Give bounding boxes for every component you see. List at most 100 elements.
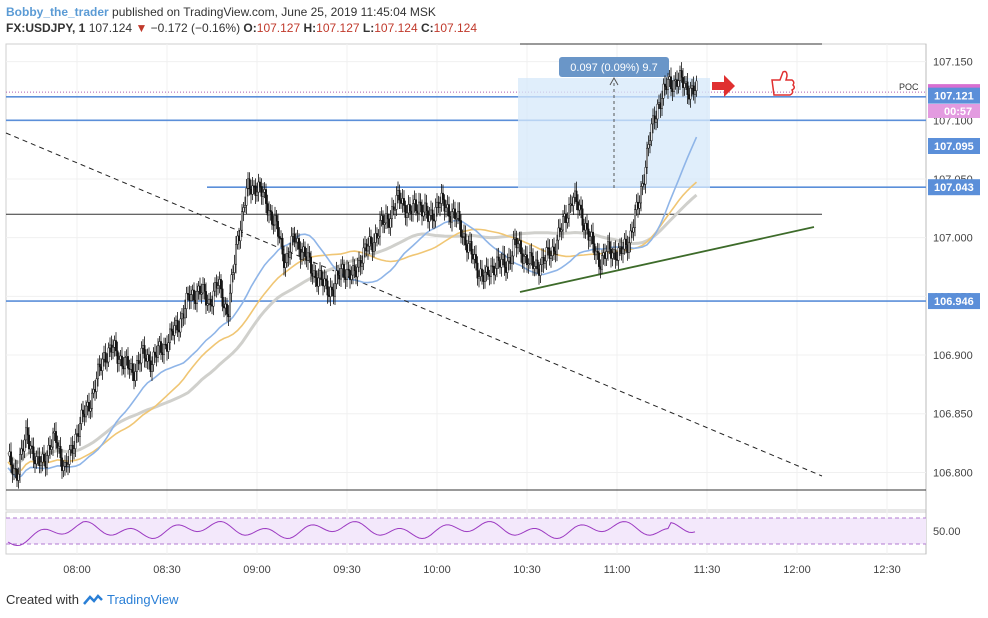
high-value: 107.127 [316, 21, 360, 35]
candle-body [377, 235, 380, 239]
candle-body [634, 209, 636, 228]
candle-body [458, 210, 461, 221]
price-label: 107.095 [934, 141, 974, 153]
candle-body [361, 262, 363, 267]
candle-body [431, 209, 434, 220]
publish-line: Bobby_the_trader published on TradingVie… [6, 4, 477, 20]
candle-body [148, 354, 150, 361]
candle-body [695, 80, 698, 91]
candle-body [616, 259, 618, 261]
candle-body [85, 405, 87, 418]
candle-body [19, 454, 21, 475]
candle-body [440, 192, 443, 204]
candle-body [670, 76, 672, 90]
candle-body [154, 351, 156, 356]
candle-body [601, 255, 603, 270]
y-tick-label: 107.150 [933, 57, 973, 69]
candle-body [290, 235, 293, 253]
candle-body [643, 183, 645, 185]
ascending-trendline [519, 226, 815, 293]
main-pane[interactable] [5, 43, 927, 511]
candle-body [592, 231, 594, 245]
candle-body [466, 244, 468, 253]
candle-body [25, 427, 27, 441]
candle-body [572, 197, 575, 206]
candle-body [569, 203, 572, 206]
candle-body [421, 204, 423, 217]
candle-body [385, 213, 387, 224]
candle-body [568, 204, 570, 219]
candle-body [322, 279, 324, 287]
candle-body [250, 188, 252, 195]
candle-body [476, 262, 479, 279]
candle-body [451, 211, 453, 223]
candle-body [269, 210, 272, 213]
candle-body [632, 227, 635, 233]
rsi-line [7, 520, 696, 547]
descending-trendline [5, 132, 823, 477]
candle-body [638, 202, 641, 209]
candle-body [289, 251, 291, 258]
close-label: C: [420, 21, 434, 35]
tradingview-link[interactable]: TradingView [106, 592, 179, 607]
candle-body [434, 207, 437, 222]
candle-body [337, 270, 339, 276]
x-tick-label: 08:30 [153, 564, 181, 576]
candle-body [380, 215, 383, 221]
price-label: 107.121 [934, 91, 974, 103]
author-name[interactable]: Bobby_the_trader [6, 5, 109, 19]
candle-body [443, 199, 446, 212]
measure-label-bg [559, 57, 669, 77]
candle-body [247, 178, 249, 189]
candle-body [692, 85, 695, 95]
candle-body [278, 236, 281, 239]
candle-body [691, 85, 693, 89]
candle-body [551, 246, 554, 256]
candle-body [637, 201, 639, 209]
candle-body [379, 220, 381, 237]
candle-body [623, 238, 626, 250]
candle-body [418, 201, 420, 214]
countdown-bg [928, 104, 980, 118]
candle-body [449, 216, 452, 223]
candle-body [14, 468, 17, 470]
candle-body [586, 223, 588, 230]
candle-body [355, 270, 357, 278]
rsi-tick-label: 50.00 [933, 526, 961, 538]
candle-body [274, 215, 276, 226]
candle-body [542, 257, 545, 264]
candle-body [599, 266, 602, 270]
x-tick-label: 11:00 [604, 564, 631, 576]
candle-body [157, 345, 159, 358]
candle-body [520, 240, 522, 255]
candle-body [521, 253, 524, 264]
candle-body [55, 431, 57, 443]
footer: Created with TradingView [6, 592, 179, 607]
candle-body [415, 199, 417, 212]
candle-body [206, 303, 209, 306]
candle-body [94, 389, 96, 392]
candle-body [70, 445, 72, 451]
candle-body [676, 79, 678, 87]
candle-body [113, 340, 116, 348]
x-tick-label: 09:30 [333, 564, 361, 576]
candle-body [383, 222, 386, 225]
candle-body [428, 215, 431, 222]
candle-body [362, 247, 365, 264]
candle-body [29, 445, 32, 450]
candle-body [139, 362, 141, 365]
candle-body [389, 218, 392, 228]
candle-body [482, 275, 485, 282]
candle-body [647, 144, 650, 149]
candle-body [394, 209, 396, 211]
price-label: 106.946 [934, 296, 974, 308]
candle-body [422, 211, 425, 217]
candle-body [299, 249, 302, 260]
candle-body [409, 204, 411, 212]
candle-body [106, 361, 108, 364]
candle-body [266, 203, 269, 216]
candle-body [646, 147, 648, 168]
candle-body [109, 344, 111, 349]
candle-body [554, 250, 557, 255]
